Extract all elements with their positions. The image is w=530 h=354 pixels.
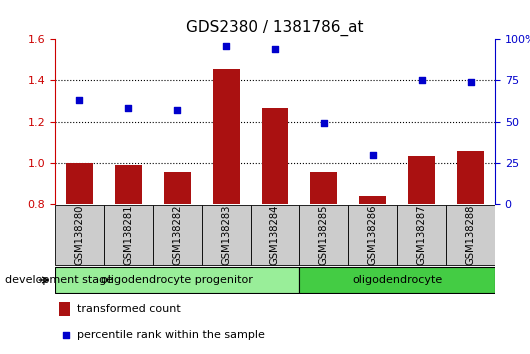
- Bar: [55, 267, 299, 293]
- Text: GSM138287: GSM138287: [417, 205, 427, 265]
- Text: transformed count: transformed count: [77, 304, 181, 314]
- Bar: [299, 267, 495, 293]
- Bar: [213, 69, 240, 204]
- Bar: [153, 205, 202, 265]
- Text: oligodendrocyte: oligodendrocyte: [352, 275, 443, 285]
- Title: GDS2380 / 1381786_at: GDS2380 / 1381786_at: [186, 20, 364, 36]
- Bar: [397, 205, 446, 265]
- Point: [222, 43, 231, 48]
- Point: [418, 78, 426, 83]
- Text: GSM138288: GSM138288: [465, 205, 475, 265]
- Text: development stage: development stage: [5, 275, 113, 285]
- Point: [75, 97, 84, 103]
- Bar: [66, 163, 93, 204]
- Text: percentile rank within the sample: percentile rank within the sample: [77, 330, 265, 340]
- Bar: [457, 152, 484, 204]
- Text: GSM138284: GSM138284: [270, 205, 280, 265]
- Bar: [164, 172, 191, 204]
- Text: GSM138282: GSM138282: [172, 205, 182, 265]
- Text: GSM138285: GSM138285: [319, 205, 329, 265]
- Text: GSM138280: GSM138280: [74, 205, 84, 265]
- Point: [124, 105, 132, 111]
- Point: [271, 46, 279, 52]
- Bar: [251, 205, 299, 265]
- Bar: [202, 205, 251, 265]
- Bar: [55, 205, 104, 265]
- Bar: [115, 165, 142, 204]
- Bar: [446, 205, 495, 265]
- Point: [173, 107, 181, 113]
- Text: oligodendrocyte progenitor: oligodendrocyte progenitor: [101, 275, 253, 285]
- Point: [62, 332, 70, 338]
- Bar: [104, 205, 153, 265]
- Bar: [359, 196, 386, 204]
- Bar: [299, 205, 348, 265]
- Point: [320, 120, 328, 126]
- Text: GSM138286: GSM138286: [368, 205, 378, 265]
- Text: GSM138281: GSM138281: [123, 205, 134, 265]
- Text: GSM138283: GSM138283: [221, 205, 231, 265]
- Point: [368, 152, 377, 157]
- Bar: [408, 155, 435, 204]
- Bar: [311, 172, 337, 204]
- Bar: [348, 205, 397, 265]
- Point: [466, 79, 475, 85]
- Bar: [262, 108, 288, 204]
- Bar: [59, 302, 70, 316]
